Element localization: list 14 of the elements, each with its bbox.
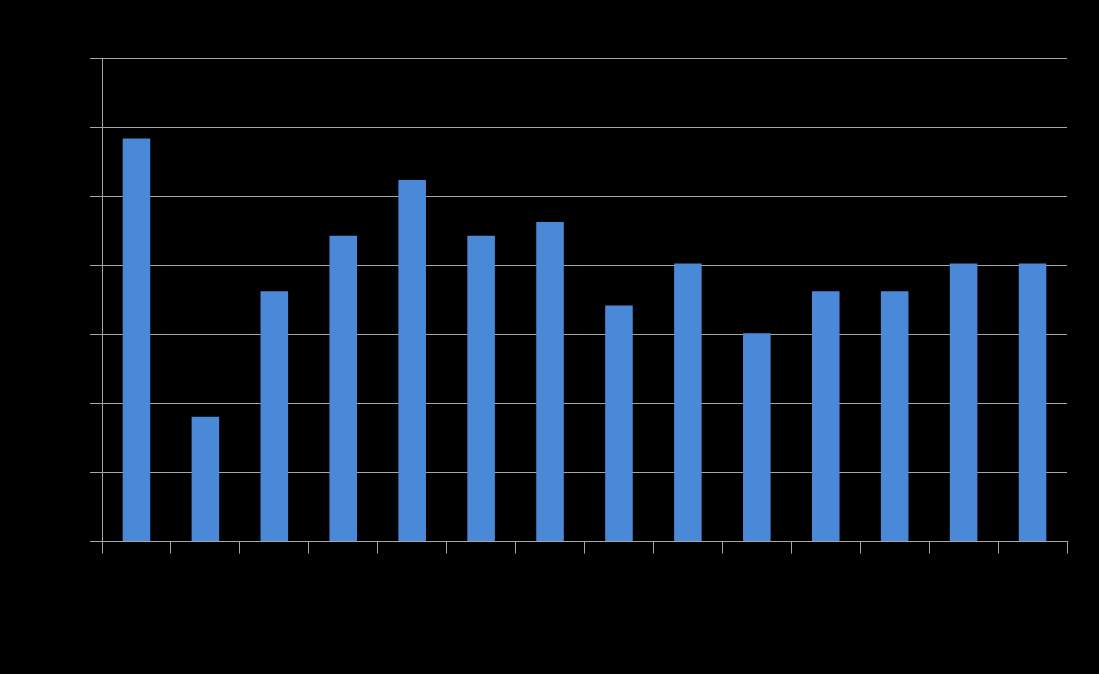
bar	[605, 305, 633, 542]
bar	[536, 222, 564, 542]
bar	[1018, 263, 1047, 542]
bar	[674, 263, 702, 542]
bar	[811, 291, 840, 542]
bar	[191, 416, 220, 542]
bar	[880, 291, 909, 542]
bar	[329, 235, 358, 542]
bar	[122, 138, 151, 542]
bar	[398, 180, 426, 542]
bar	[743, 333, 771, 542]
bar	[260, 291, 289, 542]
bar	[467, 235, 495, 542]
bar	[949, 263, 978, 542]
